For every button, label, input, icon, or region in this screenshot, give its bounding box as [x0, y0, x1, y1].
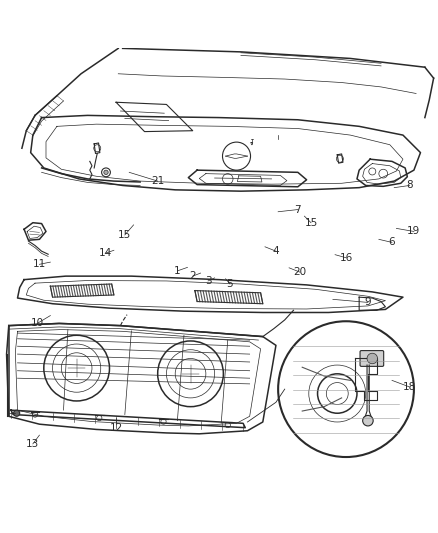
Text: 15: 15	[304, 217, 318, 228]
Text: 6: 6	[389, 237, 396, 247]
Text: 9: 9	[364, 297, 371, 308]
Text: 4: 4	[272, 246, 279, 256]
Text: 2: 2	[189, 271, 196, 281]
Text: 21: 21	[151, 176, 164, 186]
Text: 8: 8	[406, 181, 413, 190]
Text: 12: 12	[110, 423, 123, 433]
FancyBboxPatch shape	[360, 351, 384, 366]
Text: 1: 1	[174, 266, 181, 276]
Text: 11: 11	[33, 260, 46, 269]
Circle shape	[363, 415, 373, 426]
Text: 15: 15	[118, 230, 131, 240]
Text: 14: 14	[99, 248, 112, 259]
Text: 16: 16	[339, 253, 353, 263]
Text: 5: 5	[226, 279, 233, 289]
Circle shape	[367, 353, 378, 364]
Text: 19: 19	[407, 227, 420, 237]
Circle shape	[104, 170, 108, 174]
Text: 18: 18	[403, 382, 416, 392]
Text: 20: 20	[293, 267, 307, 277]
Text: 7: 7	[294, 205, 301, 215]
Text: 13: 13	[26, 439, 39, 449]
Circle shape	[14, 410, 20, 416]
Text: 10: 10	[31, 318, 44, 328]
Text: 3: 3	[205, 276, 212, 286]
